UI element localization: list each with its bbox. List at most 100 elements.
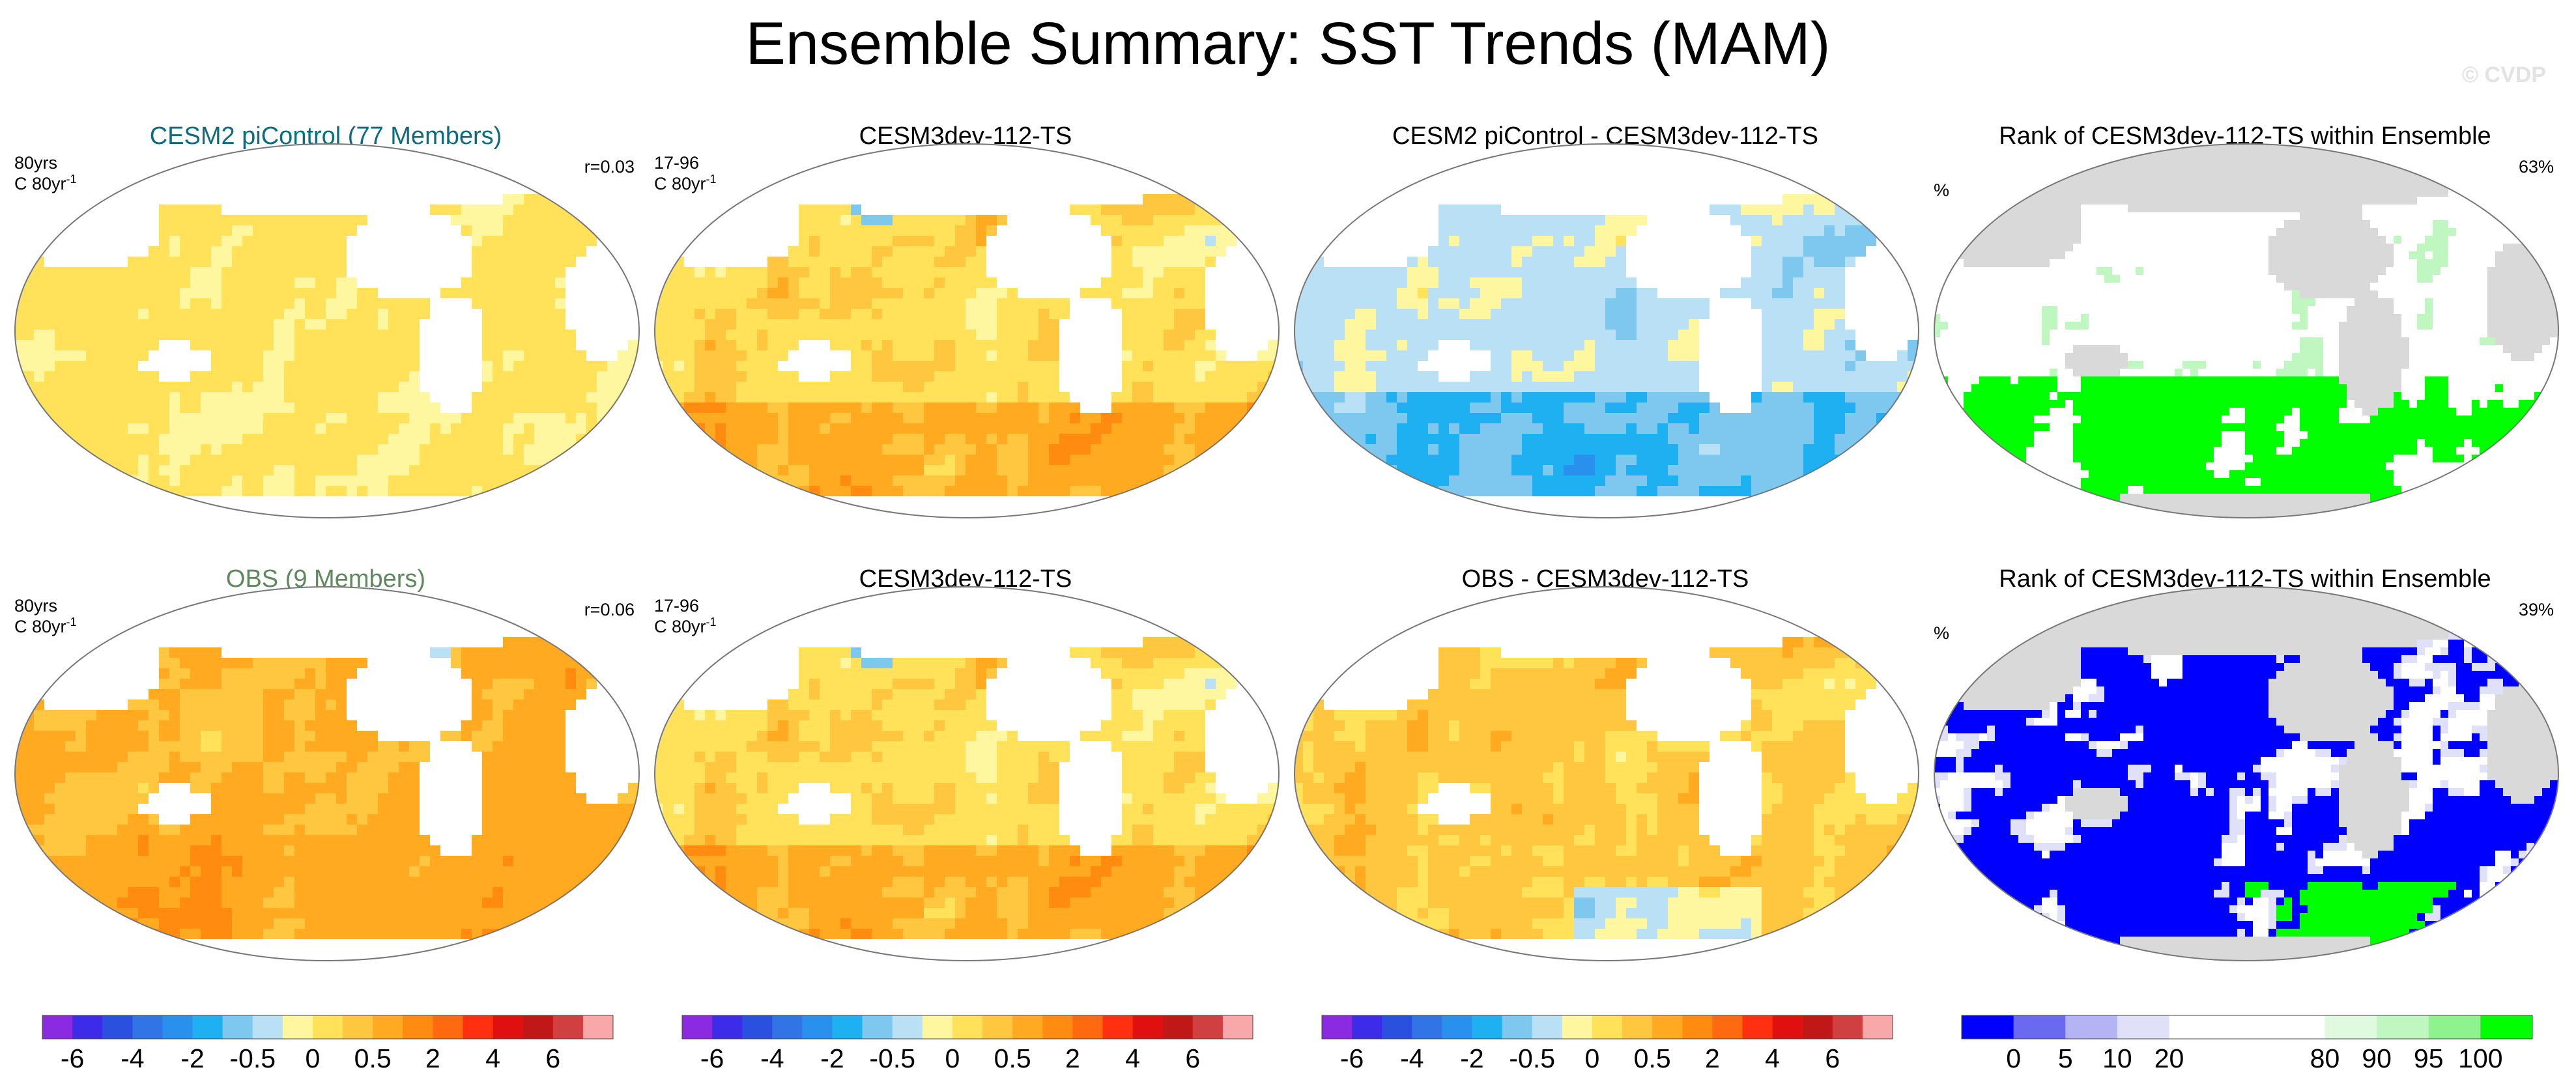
map-ens_mean bbox=[14, 143, 640, 518]
colorbar-swatch bbox=[132, 1015, 163, 1039]
colorbar-swatch bbox=[862, 1015, 893, 1039]
colorbar-swatch bbox=[1862, 1015, 1893, 1039]
colorbar-tick-label: 10 bbox=[2102, 1042, 2132, 1075]
colorbar-tick-label: 6 bbox=[1825, 1042, 1840, 1075]
colorbar-swatch bbox=[493, 1015, 523, 1039]
colorbar-tick-label: 2 bbox=[1065, 1042, 1080, 1075]
colorbar-swatch bbox=[1652, 1015, 1683, 1039]
colorbar-tick-label: 95 bbox=[2414, 1042, 2444, 1075]
colorbar-swatch bbox=[1192, 1015, 1224, 1039]
map-panel bbox=[1932, 142, 2560, 523]
cvdp-watermark: © CVDP bbox=[2462, 63, 2546, 88]
colorbar-swatch bbox=[463, 1015, 493, 1039]
panel-left-annotation: 80yrs C 80yr-1 bbox=[14, 595, 77, 637]
colorbar-tick-label: 4 bbox=[485, 1042, 500, 1075]
colorbar-swatch bbox=[1352, 1015, 1382, 1039]
colorbar-tick-label: 0 bbox=[1585, 1042, 1600, 1075]
colorbar-swatch bbox=[2013, 1015, 2066, 1039]
panel-left-annotation: 17-96 C 80yr-1 bbox=[654, 595, 717, 637]
colorbar-swatch bbox=[1072, 1015, 1103, 1039]
map-panel bbox=[653, 142, 1281, 523]
map-panel bbox=[1932, 585, 2560, 966]
colorbar-swatch bbox=[682, 1015, 713, 1039]
colorbar bbox=[681, 1015, 1253, 1040]
panel-left-annotation: % bbox=[1934, 623, 1949, 644]
colorbar-tick-label: 80 bbox=[2310, 1042, 2340, 1075]
colorbar-swatch bbox=[742, 1015, 773, 1039]
colorbar-tick-label: -6 bbox=[61, 1042, 84, 1075]
colorbar-tick-label: -2 bbox=[180, 1042, 204, 1075]
colorbar-tick-label: 0 bbox=[2006, 1042, 2021, 1075]
map-panel bbox=[13, 585, 641, 966]
map-model bbox=[654, 586, 1280, 961]
panel-left-annotation: % bbox=[1934, 180, 1949, 201]
colorbar bbox=[42, 1015, 614, 1040]
colorbar-swatch bbox=[952, 1015, 983, 1039]
colorbar-swatch bbox=[1322, 1015, 1352, 1039]
colorbar-swatch bbox=[892, 1015, 923, 1039]
colorbar-swatch bbox=[373, 1015, 403, 1039]
colorbar-tick-label: 100 bbox=[2458, 1042, 2502, 1075]
colorbar-tick-label: 0.5 bbox=[1634, 1042, 1671, 1075]
colorbar-tick-label: -0.5 bbox=[229, 1042, 276, 1075]
colorbar-swatch bbox=[72, 1015, 103, 1039]
colorbar bbox=[1961, 1015, 2533, 1040]
colorbar-swatch bbox=[403, 1015, 433, 1039]
colorbar-swatch bbox=[2325, 1015, 2377, 1039]
colorbar-swatch bbox=[1502, 1015, 1533, 1039]
colorbar-tick-label: -4 bbox=[121, 1042, 144, 1075]
colorbar-tick-label: 4 bbox=[1125, 1042, 1140, 1075]
colorbar-swatch bbox=[1162, 1015, 1194, 1039]
map-obs bbox=[14, 586, 640, 961]
colorbar-swatch bbox=[192, 1015, 223, 1039]
colorbar-swatch bbox=[2169, 1015, 2222, 1039]
map-panel bbox=[1293, 585, 1921, 966]
colorbar-swatch bbox=[222, 1015, 253, 1039]
colorbar-tick-label: -4 bbox=[1400, 1042, 1424, 1075]
colorbar-tick-label: 0.5 bbox=[994, 1042, 1031, 1075]
colorbar-swatch bbox=[102, 1015, 133, 1039]
colorbar-tick-label: 6 bbox=[545, 1042, 560, 1075]
colorbar-labels: 0 5 10 20 80 90 95 100 bbox=[1961, 1042, 2532, 1075]
colorbar-swatch bbox=[1592, 1015, 1623, 1039]
colorbar-labels: -6 -4 -2 -0.5 0 0.5 2 4 6 bbox=[1321, 1042, 1892, 1075]
colorbar-swatch bbox=[1562, 1015, 1593, 1039]
colorbar-swatch bbox=[2428, 1015, 2481, 1039]
colorbar-swatch bbox=[982, 1015, 1013, 1039]
colorbar-swatch bbox=[582, 1015, 614, 1039]
colorbar-swatch bbox=[1682, 1015, 1713, 1039]
colorbar-swatch bbox=[772, 1015, 803, 1039]
colorbar-tick-label: -4 bbox=[760, 1042, 784, 1075]
colorbar-tick-label: -2 bbox=[1460, 1042, 1483, 1075]
figure-title: Ensemble Summary: SST Trends (MAM) bbox=[0, 8, 2576, 79]
map-panel bbox=[1293, 142, 1921, 523]
colorbar-swatch bbox=[1712, 1015, 1743, 1039]
map-rank1 bbox=[1934, 143, 2559, 518]
map-diff2 bbox=[1294, 586, 1919, 961]
colorbar-swatch bbox=[162, 1015, 193, 1039]
colorbar-tick-label: 0.5 bbox=[354, 1042, 392, 1075]
colorbar-swatch bbox=[252, 1015, 283, 1039]
colorbar-swatch bbox=[1442, 1015, 1472, 1039]
colorbar-tick-label: 0 bbox=[945, 1042, 960, 1075]
colorbar-swatch bbox=[2377, 1015, 2429, 1039]
colorbar-swatch bbox=[1622, 1015, 1653, 1039]
colorbar-swatch bbox=[1132, 1015, 1163, 1039]
colorbar-swatch bbox=[1802, 1015, 1833, 1039]
colorbar-tick-label: 2 bbox=[425, 1042, 440, 1075]
colorbar-swatch bbox=[1742, 1015, 1773, 1039]
colorbar-swatch bbox=[312, 1015, 343, 1039]
colorbar-labels: -6 -4 -2 -0.5 0 0.5 2 4 6 bbox=[681, 1042, 1252, 1075]
colorbar-swatch bbox=[1772, 1015, 1803, 1039]
colorbar-swatch bbox=[1012, 1015, 1043, 1039]
colorbar-tick-label: -6 bbox=[700, 1042, 724, 1075]
colorbar-swatch bbox=[1962, 1015, 2014, 1039]
colorbar-swatch bbox=[1042, 1015, 1073, 1039]
colorbar-tick-label: 6 bbox=[1185, 1042, 1200, 1075]
colorbar-swatch bbox=[552, 1015, 584, 1039]
colorbar-swatch bbox=[1472, 1015, 1502, 1039]
colorbar-swatch bbox=[2272, 1015, 2325, 1039]
map-model bbox=[654, 143, 1280, 518]
colorbar-swatch bbox=[832, 1015, 863, 1039]
colorbar-swatch bbox=[522, 1015, 554, 1039]
